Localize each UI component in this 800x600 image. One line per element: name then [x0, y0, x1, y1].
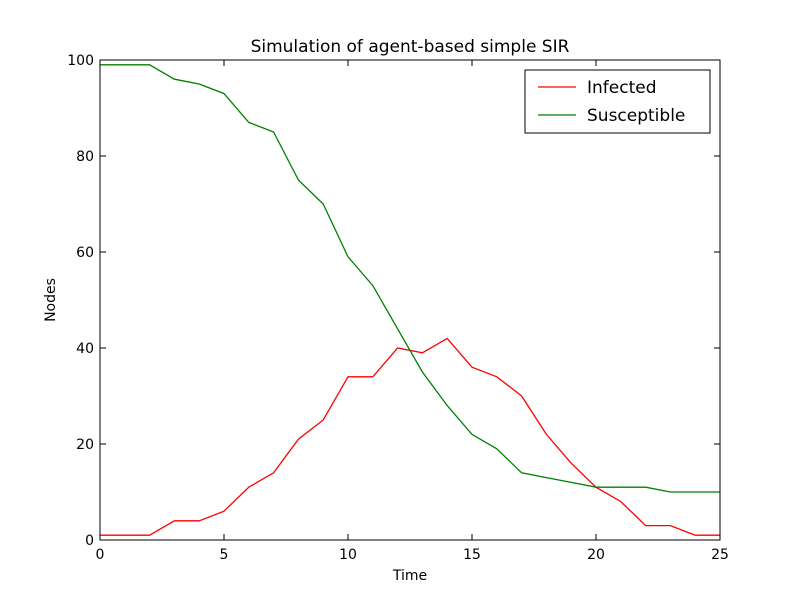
x-tick-label: 10: [339, 547, 357, 563]
series-line-infected: [100, 337, 720, 536]
legend-frame: [524, 69, 711, 134]
y-tick-label: 0: [85, 533, 94, 549]
chart-title: Simulation of agent-based simple SIR: [251, 37, 570, 57]
plot-frame: [99, 59, 721, 541]
y-tick-label: 100: [67, 53, 94, 69]
legend: Infected Susceptible: [524, 69, 711, 134]
series-line-susceptible: [100, 64, 720, 493]
x-axis-label: Time: [392, 568, 427, 584]
y-tick-label: 80: [76, 149, 94, 165]
x-tick-label: 0: [96, 547, 105, 563]
x-tick-label: 15: [463, 547, 481, 563]
series-layer: [100, 64, 720, 536]
y-tick-label: 40: [76, 341, 94, 357]
x-tick-label: 5: [220, 547, 229, 563]
ticks-layer: 0 5 10 15 20 25 0 20 40 60 80 100: [67, 53, 729, 563]
x-tick-label: 20: [587, 547, 605, 563]
y-tick-label: 60: [76, 245, 94, 261]
y-axis-label: Nodes: [43, 278, 59, 322]
legend-label-infected: Infected: [587, 78, 657, 98]
x-tick-label: 25: [711, 547, 729, 563]
y-tick-label: 20: [76, 437, 94, 453]
legend-label-susceptible: Susceptible: [587, 106, 685, 126]
